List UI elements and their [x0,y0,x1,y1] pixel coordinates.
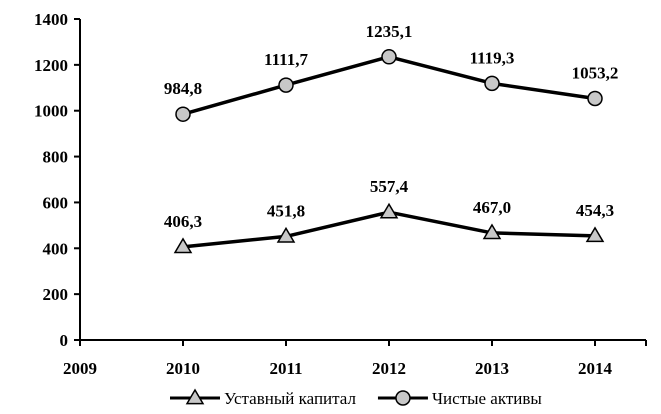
legend-label: Уставный капитал [224,389,356,408]
y-tick-label: 1200 [34,56,68,75]
data-label: 1111,7 [264,50,308,69]
data-label: 1119,3 [470,48,515,67]
data-label: 454,3 [576,201,614,220]
legend-marker [185,388,205,405]
data-label: 984,8 [164,79,202,98]
data-point [482,223,502,240]
y-tick-label: 1400 [34,10,68,29]
y-tick-label: 1000 [34,102,68,121]
x-tick-label: 2010 [166,359,200,378]
x-tick-label: 2011 [269,359,302,378]
y-tick-label: 200 [43,285,69,304]
data-point [173,237,193,254]
data-point [381,49,397,65]
data-point [587,90,603,107]
x-tick-label: 2014 [578,359,613,378]
data-label: 467,0 [473,198,511,217]
data-point [276,226,296,243]
data-label: 451,8 [267,201,305,220]
data-label: 1053,2 [572,64,619,83]
legend-label: Чистые активы [432,389,542,408]
x-tick-label: 2009 [63,359,97,378]
data-point [379,202,399,219]
y-tick-label: 800 [43,148,69,167]
data-point [484,75,500,92]
data-label: 406,3 [164,212,202,231]
data-label: 1235,1 [366,22,413,41]
data-point [585,226,605,243]
y-tick-label: 0 [60,331,69,350]
data-label: 557,4 [370,177,409,196]
y-tick-label: 400 [43,239,69,258]
data-point [175,106,191,122]
x-tick-label: 2013 [475,359,509,378]
y-tick-label: 600 [43,193,69,212]
series-line-2 [182,55,596,116]
data-point [278,77,294,93]
x-tick-label: 2012 [372,359,406,378]
legend-marker [395,390,411,406]
